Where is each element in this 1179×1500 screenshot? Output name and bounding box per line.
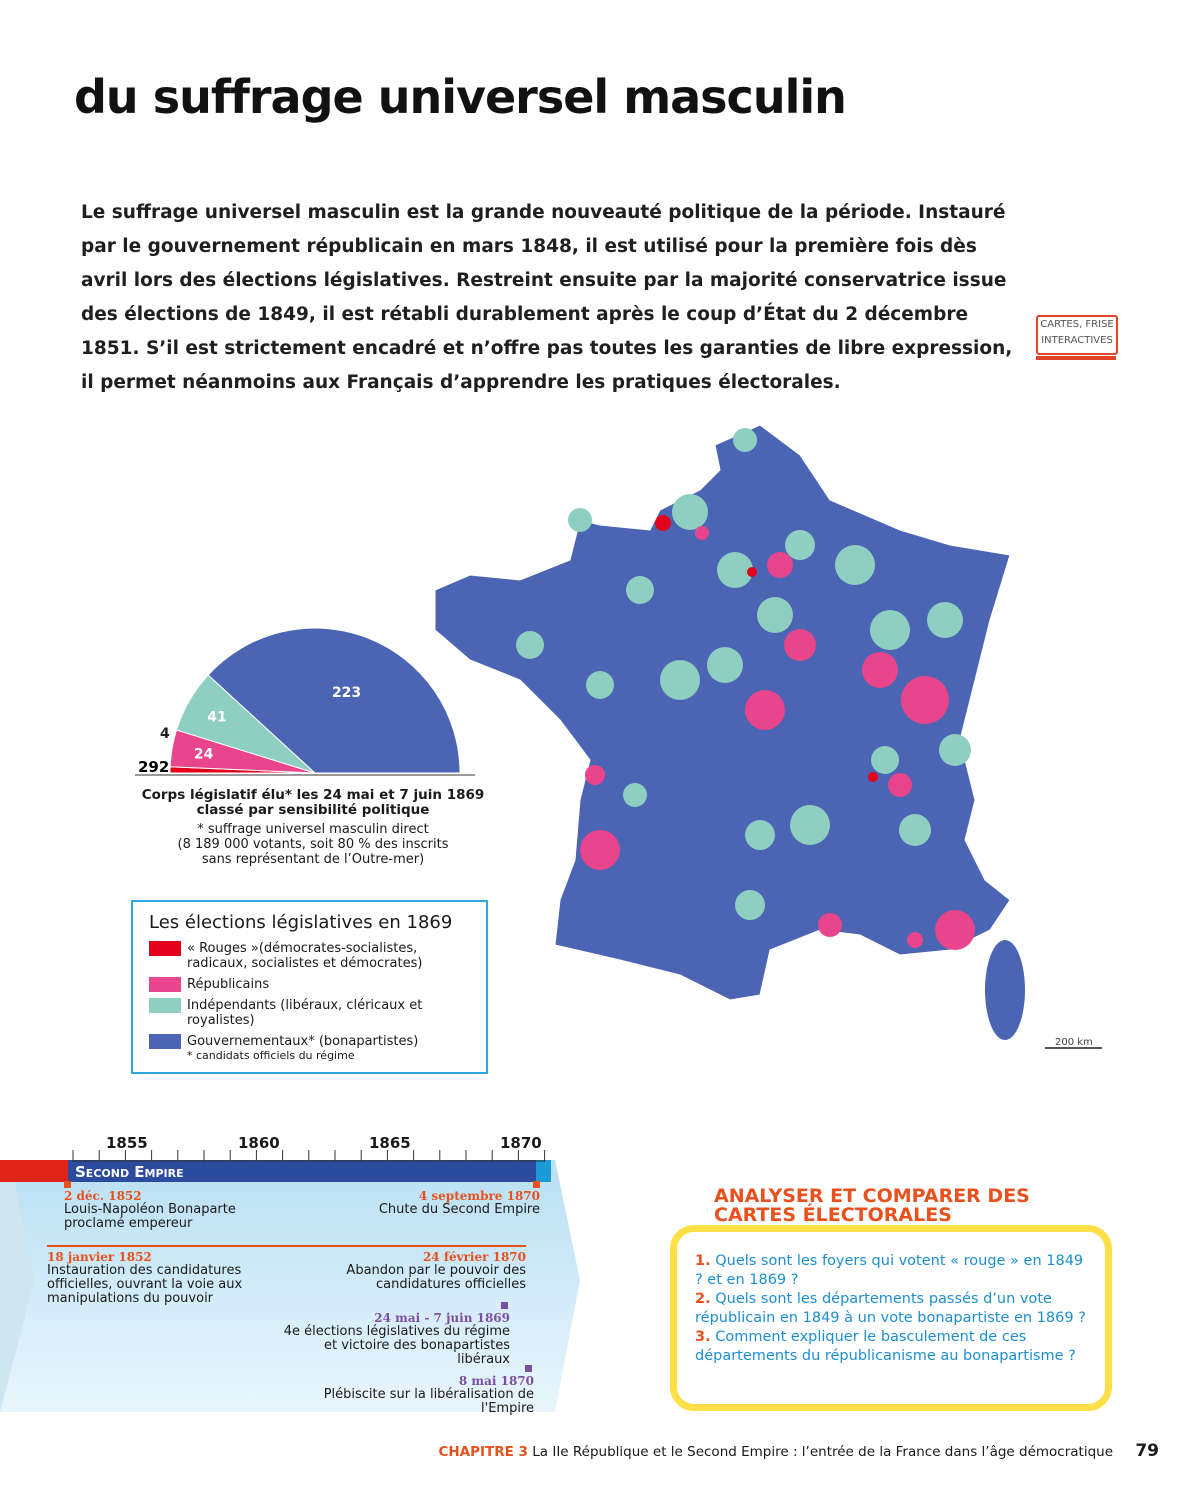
chart-text-block: Corps législatif élu* les 24 mai et 7 ju… bbox=[128, 787, 498, 868]
swatch bbox=[149, 941, 181, 956]
note-line: (8 189 000 votants, soit 80 % des inscri… bbox=[177, 837, 449, 852]
event-text: Instauration des candidatures officielle… bbox=[47, 1263, 243, 1306]
scale-label: 200 km bbox=[1055, 1037, 1093, 1048]
independants-departments bbox=[516, 428, 971, 920]
chart-note: * suffrage universel masculin direct (8 … bbox=[128, 822, 498, 867]
swatch bbox=[149, 977, 181, 992]
semicircle-chart: 292 4 24 41 223 bbox=[135, 627, 475, 776]
interactive-label-1: CARTES, FRISE bbox=[1040, 319, 1114, 330]
event-date: 4 septembre 1870 bbox=[418, 1189, 540, 1203]
chapter-label: CHAPITRE 3 bbox=[438, 1444, 528, 1460]
legend-footnote: * candidats officiels du régime bbox=[187, 1049, 355, 1062]
question-number: 1. bbox=[695, 1253, 711, 1269]
event-text: Plébiscite sur la libéralisation de l'Em… bbox=[323, 1387, 534, 1416]
event-date: 18 janvier 1852 bbox=[47, 1250, 152, 1264]
legend-label: Indépendants (libéraux, cléricaux et roy… bbox=[187, 998, 423, 1028]
timeline-background bbox=[0, 1160, 580, 1412]
france-map: 200 km bbox=[434, 424, 1102, 1049]
note-line: * suffrage universel masculin direct bbox=[197, 822, 429, 837]
question: 1. Quels sont les foyers qui votent « ro… bbox=[695, 1252, 1087, 1290]
event-text: Louis-Napoléon Bonaparte proclamé empere… bbox=[64, 1202, 236, 1231]
questions-box: 1. Quels sont les foyers qui votent « ro… bbox=[670, 1225, 1112, 1411]
timeline-event: 24 février 1870 Abandon par le pouvoir de… bbox=[320, 1250, 526, 1292]
timeline-event: 18 janvier 1852 Instauration des candidat… bbox=[47, 1250, 262, 1306]
event-text: Abandon par le pouvoir des candidatures … bbox=[346, 1263, 526, 1292]
legend-title: Les élections législatives en 1869 bbox=[149, 912, 453, 933]
slice-gouvernementaux bbox=[207, 627, 461, 774]
legend-label: Gouvernementaux* (bonapartistes) bbox=[187, 1034, 419, 1049]
question-number: 3. bbox=[695, 1329, 711, 1345]
chapter-title: La IIe République et le Second Empire : … bbox=[532, 1444, 1114, 1460]
legend-item-gouvernementaux: Gouvernementaux* (bonapartistes) bbox=[149, 1034, 470, 1049]
event-date: 24 mai - 7 juin 1869 bbox=[374, 1311, 510, 1325]
legend-item-rouges: « Rouges »(démocrates-socialistes, radic… bbox=[149, 941, 470, 971]
question-text: Comment expliquer le basculement de ces … bbox=[695, 1329, 1076, 1364]
timeline-event: 8 mai 1870 Plébiscite sur la libéralisati… bbox=[270, 1374, 534, 1416]
year-label: 1860 bbox=[238, 1134, 280, 1152]
year-label: 1870 bbox=[500, 1134, 542, 1152]
event-date: 24 février 1870 bbox=[422, 1250, 526, 1264]
swatch bbox=[149, 1034, 181, 1049]
swatch bbox=[149, 998, 181, 1013]
event-text: 4e élections législatives du régime et v… bbox=[283, 1324, 510, 1367]
event-date: 8 mai 1870 bbox=[458, 1374, 534, 1388]
page-number: 79 bbox=[1135, 1441, 1159, 1461]
timeline-event: 24 mai - 7 juin 1869 4e élections législa… bbox=[280, 1311, 510, 1367]
legend-label: « Rouges »(démocrates-socialistes, radic… bbox=[187, 941, 423, 971]
question-number: 2. bbox=[695, 1291, 711, 1307]
slice-value-label: 223 bbox=[332, 685, 361, 701]
event-date: 2 déc. 1852 bbox=[64, 1189, 142, 1203]
timeline-ticks bbox=[72, 1150, 546, 1162]
legend-item-republicains: Républicains bbox=[149, 977, 470, 992]
timeline-event: 2 déc. 1852 Louis-Napoléon Bonaparte proc… bbox=[64, 1189, 274, 1231]
page-title: du suffrage universel masculin bbox=[74, 70, 847, 124]
slice-value-label: 4 bbox=[160, 726, 170, 742]
questions-title: ANALYSER ET COMPARER DES CARTES ÉLECTORA… bbox=[714, 1185, 1030, 1226]
interactive-label-2: INTERACTIVES bbox=[1041, 335, 1113, 346]
question: 2. Quels sont les départements passés d’… bbox=[695, 1290, 1087, 1328]
slice-value-label: 24 bbox=[194, 747, 214, 763]
map-legend: Les élections législatives en 1869 « Rou… bbox=[131, 900, 488, 1074]
question: 3. Comment expliquer le basculement de c… bbox=[695, 1328, 1087, 1366]
intro-paragraph: Le suffrage universel masculin est la gr… bbox=[81, 202, 1013, 393]
legend-label: Républicains bbox=[187, 977, 270, 992]
timeline: Second Empire bbox=[0, 1160, 590, 1415]
year-label: 1865 bbox=[369, 1134, 411, 1152]
note-line: sans représentant de l’Outre-mer) bbox=[201, 852, 425, 867]
total-label: 292 bbox=[138, 758, 169, 776]
year-label: 1855 bbox=[106, 1134, 148, 1152]
page-footer: CHAPITRE 3 La IIe République et le Secon… bbox=[438, 1441, 1159, 1461]
legend-item-independants: Indépendants (libéraux, cléricaux et roy… bbox=[149, 998, 470, 1028]
chart-title: Corps législatif élu* les 24 mai et 7 ju… bbox=[141, 787, 485, 818]
corsica bbox=[985, 940, 1025, 1040]
question-text: Quels sont les foyers qui votent « rouge… bbox=[695, 1253, 1084, 1288]
timeline-event: 4 septembre 1870 Chute du Second Empire bbox=[360, 1189, 540, 1217]
interactive-underline bbox=[1036, 356, 1116, 360]
slice-value-label: 41 bbox=[207, 710, 226, 726]
question-text: Quels sont les départements passés d’un … bbox=[695, 1291, 1086, 1326]
rouges-departments bbox=[655, 515, 878, 782]
interactive-maps-button[interactable]: CARTES, FRISE INTERACTIVES bbox=[1036, 315, 1118, 355]
republicains-departments bbox=[580, 526, 975, 950]
period-label: Second Empire bbox=[75, 1163, 184, 1181]
event-text: Chute du Second Empire bbox=[378, 1202, 540, 1217]
